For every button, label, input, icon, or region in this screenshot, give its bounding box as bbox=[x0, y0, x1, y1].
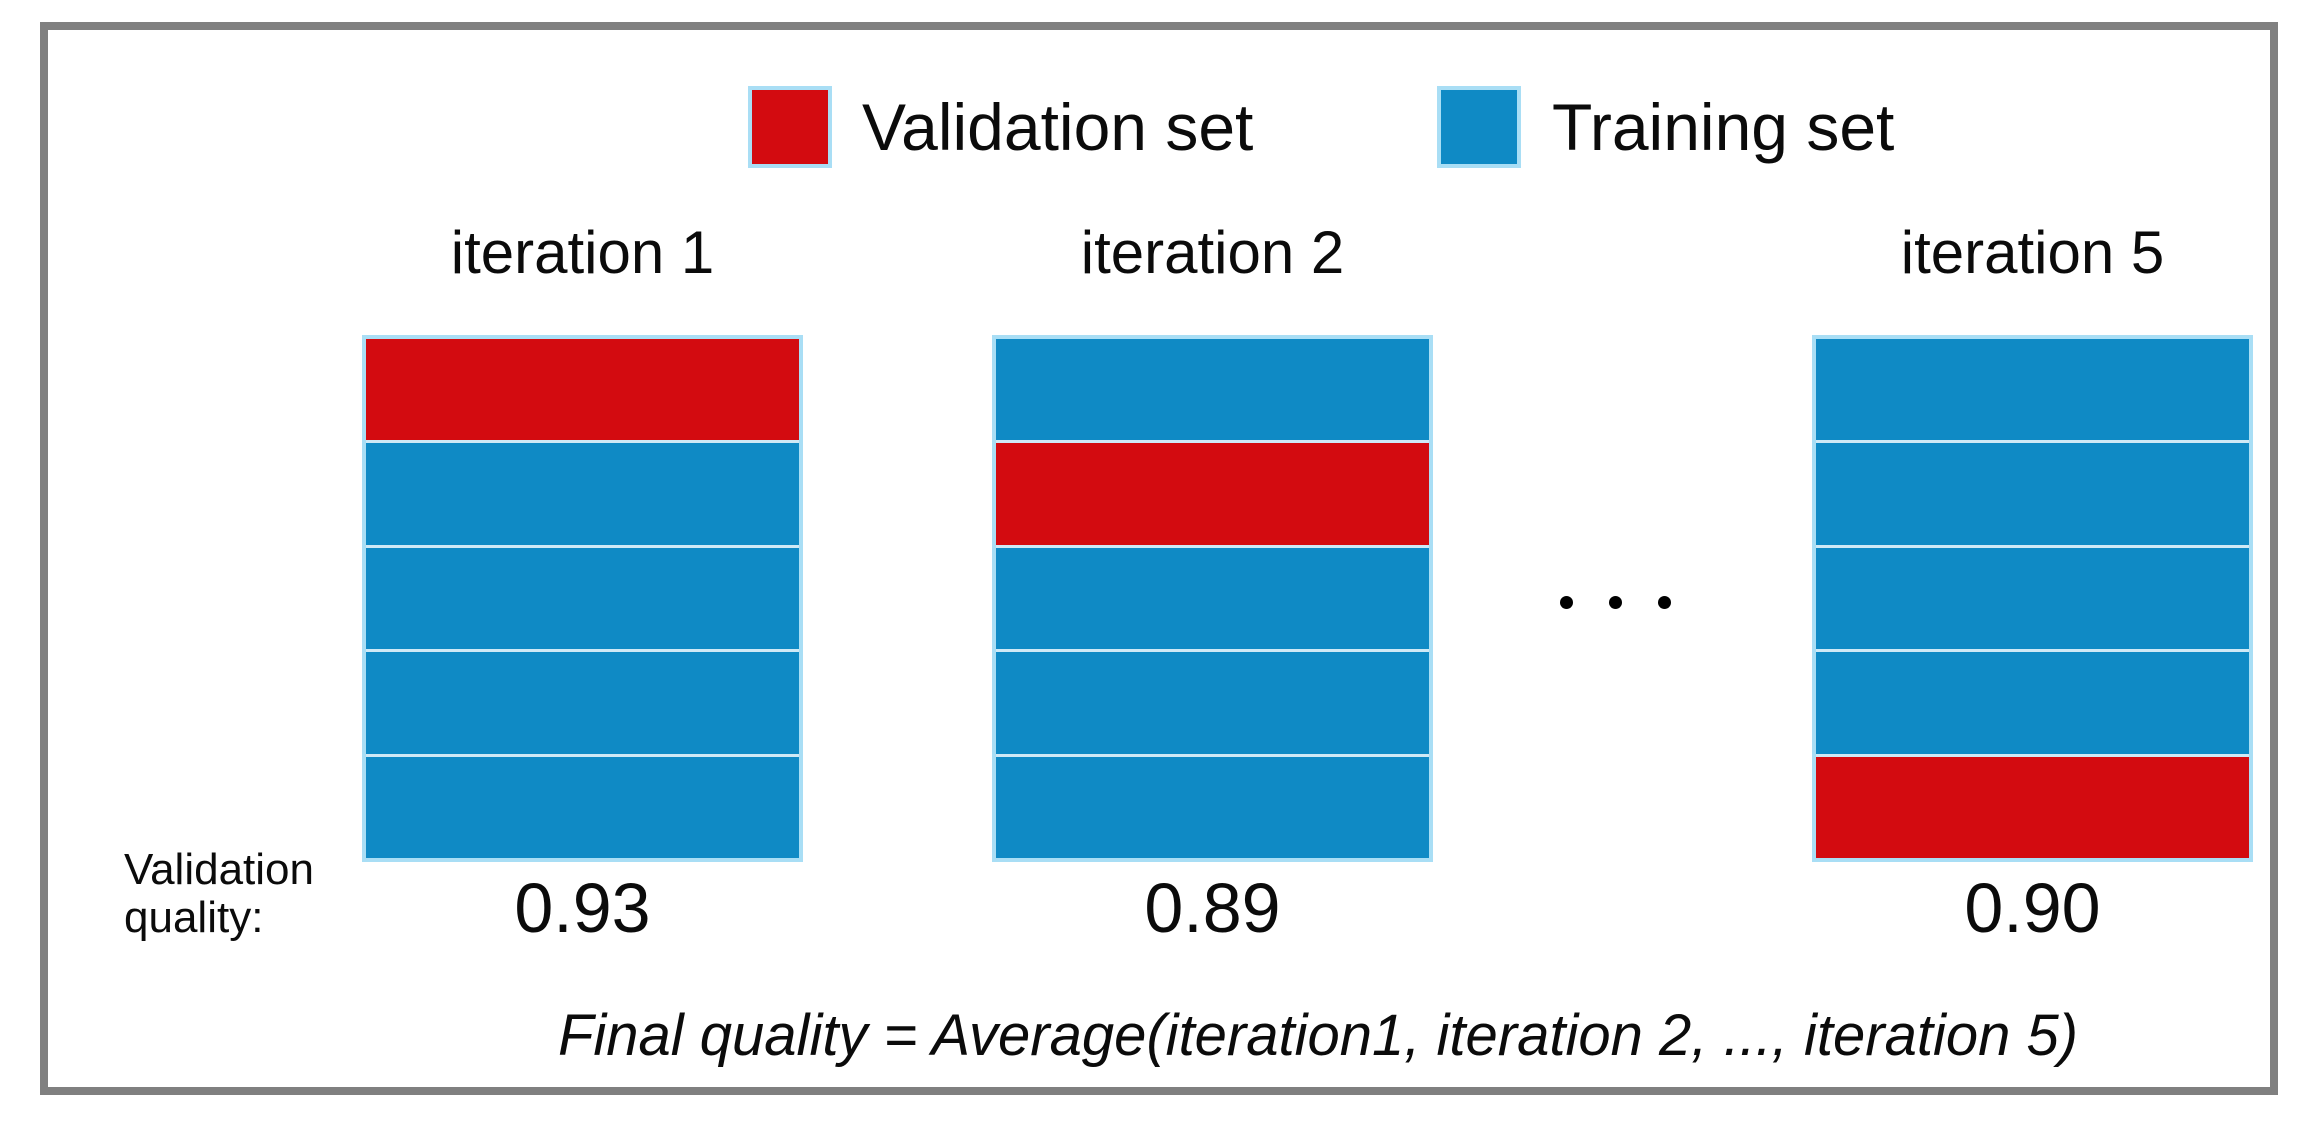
training-set-swatch-icon bbox=[1437, 86, 1521, 168]
data-fold-block bbox=[366, 756, 799, 858]
validation-quality-label-line2: quality: bbox=[124, 893, 264, 943]
training-set-label: Training set bbox=[1552, 90, 1895, 164]
iteration-5-column bbox=[1812, 335, 2253, 862]
data-fold-block bbox=[996, 547, 1429, 650]
validation-set-swatch-icon bbox=[748, 86, 832, 168]
data-fold-block bbox=[1816, 756, 2249, 858]
iteration-5-quality-value: 0.90 bbox=[1964, 869, 2101, 947]
data-fold-block bbox=[1816, 443, 2249, 545]
iteration-2-column bbox=[992, 335, 1433, 862]
iteration-1-column bbox=[362, 335, 803, 862]
ellipsis-dot bbox=[1560, 596, 1573, 609]
ellipsis-icon bbox=[1560, 596, 1671, 609]
data-fold-block bbox=[1816, 652, 2249, 754]
data-fold-block bbox=[996, 339, 1429, 441]
data-fold-block bbox=[366, 443, 799, 545]
ellipsis-dot bbox=[1609, 596, 1622, 609]
data-fold-block bbox=[996, 652, 1429, 754]
iteration-2-quality-value: 0.89 bbox=[1144, 869, 1281, 947]
ellipsis-dot bbox=[1658, 596, 1671, 609]
data-fold-block bbox=[996, 756, 1429, 858]
iteration-2-title: iteration 2 bbox=[1080, 219, 1345, 286]
final-quality-formula: Final quality = Average(iteration1, iter… bbox=[557, 1003, 2079, 1068]
data-fold-block bbox=[366, 547, 799, 650]
iteration-1-quality-value: 0.93 bbox=[514, 869, 651, 947]
data-fold-block bbox=[366, 339, 799, 441]
data-fold-block bbox=[366, 652, 799, 754]
validation-set-label: Validation set bbox=[862, 90, 1254, 164]
validation-quality-label-line1: Validation bbox=[124, 845, 314, 894]
data-fold-block bbox=[996, 443, 1429, 545]
data-fold-block bbox=[1816, 339, 2249, 441]
data-fold-block bbox=[1816, 547, 2249, 650]
iteration-5-title: iteration 5 bbox=[1900, 219, 2165, 286]
validation-quality-label: Validation quality: bbox=[124, 845, 314, 943]
iteration-1-title: iteration 1 bbox=[450, 219, 715, 286]
diagram-frame: Validation set Training set iteration 1 … bbox=[40, 22, 2278, 1095]
